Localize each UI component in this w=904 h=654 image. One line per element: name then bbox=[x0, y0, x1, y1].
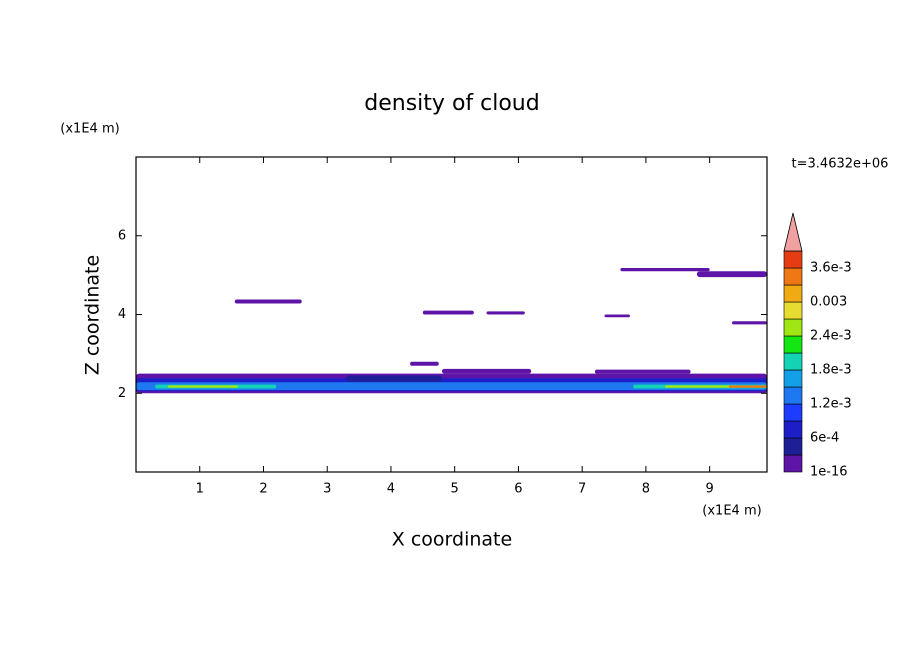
contour-patch bbox=[665, 385, 736, 388]
colorbar-bin bbox=[783, 454, 803, 473]
colorbar-bin bbox=[783, 318, 803, 337]
y-tick-label: 2 bbox=[118, 386, 126, 401]
x-tick-label: 6 bbox=[514, 482, 522, 497]
contour-patch bbox=[346, 375, 442, 382]
colorbar-bin bbox=[783, 386, 803, 405]
contour-patch bbox=[696, 271, 767, 278]
colorbar-bin bbox=[783, 369, 803, 388]
colorbar-bin bbox=[783, 250, 803, 269]
contour-patch bbox=[486, 311, 525, 315]
colorbar-label: 2.4e-3 bbox=[810, 329, 852, 344]
contour-patch bbox=[728, 385, 767, 388]
y-tick-label: 6 bbox=[118, 228, 126, 243]
colorbar-label: 1.8e-3 bbox=[810, 363, 852, 378]
contour-patch bbox=[441, 368, 532, 374]
contour-patch bbox=[167, 385, 238, 388]
colorbar-bin bbox=[783, 284, 803, 303]
y-unit: (x1E4 m) bbox=[60, 122, 119, 137]
x-unit: (x1E4 m) bbox=[702, 504, 761, 519]
colorbar-over bbox=[783, 212, 803, 252]
x-tick-label: 1 bbox=[196, 482, 204, 497]
colorbar-bin bbox=[783, 335, 803, 354]
contour-patch bbox=[422, 310, 474, 315]
colorbar-label: 6e-4 bbox=[810, 431, 839, 446]
x-tick-label: 2 bbox=[259, 482, 267, 497]
x-tick-label: 7 bbox=[578, 482, 586, 497]
y-axis-label: Z coordinate bbox=[82, 255, 104, 375]
chart-title: density of cloud bbox=[364, 91, 539, 116]
colorbar-bin bbox=[783, 437, 803, 456]
colorbar-label: 1e-16 bbox=[810, 465, 848, 480]
x-tick-label: 4 bbox=[387, 482, 395, 497]
contour-patch bbox=[604, 314, 630, 318]
y-tick-label: 4 bbox=[118, 307, 126, 322]
colorbar-bin bbox=[783, 420, 803, 439]
colorbar-bin bbox=[783, 403, 803, 422]
x-tick-label: 5 bbox=[451, 482, 459, 497]
colorbar-bin bbox=[783, 267, 803, 286]
time-label: t=3.4632e+06 bbox=[792, 157, 889, 172]
x-tick-label: 3 bbox=[323, 482, 331, 497]
colorbar-bin bbox=[783, 352, 803, 371]
contour-patch bbox=[410, 361, 439, 366]
x-axis-label: X coordinate bbox=[392, 529, 512, 551]
colorbar-label: 3.6e-3 bbox=[810, 261, 852, 276]
contour-patch bbox=[594, 369, 691, 374]
colorbar-label: 1.2e-3 bbox=[810, 397, 852, 412]
x-tick-label: 8 bbox=[642, 482, 650, 497]
contour-patch bbox=[620, 268, 710, 272]
colorbar-label: 0.003 bbox=[810, 295, 847, 310]
x-tick-label: 9 bbox=[705, 482, 713, 497]
contour-patch bbox=[234, 299, 302, 304]
contour-patch bbox=[731, 321, 767, 325]
contour-patch bbox=[136, 382, 767, 391]
colorbar-bin bbox=[783, 301, 803, 320]
